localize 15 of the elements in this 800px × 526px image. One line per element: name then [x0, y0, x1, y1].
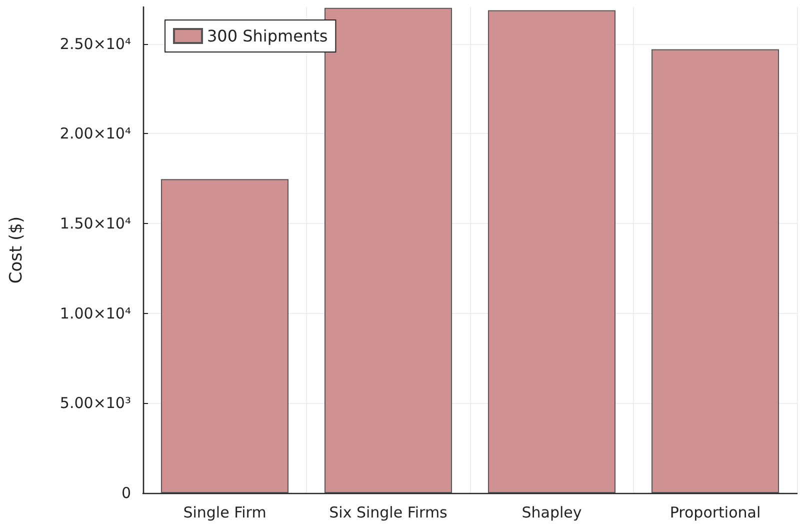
x-tick-label: Single Firm — [183, 504, 266, 522]
bar — [488, 10, 616, 493]
y-tick-label: 2.00×10⁴ — [60, 124, 131, 143]
x-tick-label: Six Single Firms — [329, 504, 448, 522]
y-tick-label: 0 — [121, 484, 131, 502]
y-tick-label: 5.00×10³ — [60, 394, 131, 412]
y-tick-label: 1.00×10⁴ — [60, 304, 131, 322]
y-axis-title: Cost ($) — [6, 216, 26, 284]
x-tick-label: Shapley — [522, 504, 582, 522]
bar — [651, 49, 780, 493]
x-tick-label: Proportional — [670, 504, 761, 522]
y-tick-label: 1.50×10⁴ — [60, 214, 131, 232]
bar — [160, 179, 289, 493]
legend-label: 300 Shipments — [207, 26, 328, 46]
y-tick-label: 2.50×10⁴ — [60, 34, 131, 53]
